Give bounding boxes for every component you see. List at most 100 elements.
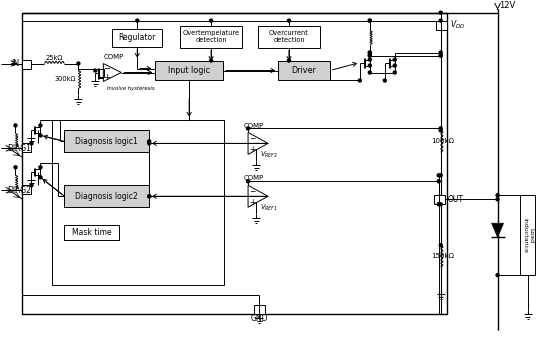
Circle shape xyxy=(439,129,442,132)
Circle shape xyxy=(94,69,97,72)
Circle shape xyxy=(439,19,442,22)
Circle shape xyxy=(148,140,151,143)
Text: +: + xyxy=(249,145,255,154)
Circle shape xyxy=(30,142,33,145)
Circle shape xyxy=(368,19,371,22)
Bar xyxy=(64,225,119,240)
Circle shape xyxy=(393,64,396,67)
Circle shape xyxy=(439,244,442,247)
Bar xyxy=(254,305,265,314)
Circle shape xyxy=(496,198,499,201)
Circle shape xyxy=(439,127,442,130)
Bar xyxy=(434,195,444,204)
Text: $V_{REF1}$: $V_{REF1}$ xyxy=(260,203,278,213)
Text: Regulator: Regulator xyxy=(119,33,156,42)
Text: GND: GND xyxy=(250,314,268,322)
Bar xyxy=(155,61,223,80)
Circle shape xyxy=(148,195,151,198)
Bar xyxy=(278,61,330,80)
Text: Input logic: Input logic xyxy=(168,66,210,75)
Bar xyxy=(436,21,447,29)
Text: Diagnosis logic2: Diagnosis logic2 xyxy=(75,192,138,201)
Circle shape xyxy=(496,274,499,277)
Text: COMP: COMP xyxy=(103,54,124,60)
Text: $V_{DD}$: $V_{DD}$ xyxy=(450,18,465,31)
Text: +: + xyxy=(103,73,110,82)
Circle shape xyxy=(39,176,42,179)
Bar xyxy=(52,120,224,285)
Circle shape xyxy=(393,71,396,74)
Circle shape xyxy=(437,174,440,177)
Circle shape xyxy=(393,58,396,61)
Circle shape xyxy=(439,51,442,54)
Circle shape xyxy=(136,19,139,22)
Circle shape xyxy=(368,54,371,57)
Text: 300kΩ: 300kΩ xyxy=(54,77,76,82)
Bar xyxy=(64,185,149,207)
Text: COMP: COMP xyxy=(244,175,265,181)
Circle shape xyxy=(148,195,151,198)
Text: 100kΩ: 100kΩ xyxy=(432,138,455,144)
Circle shape xyxy=(288,19,290,22)
Circle shape xyxy=(439,54,442,57)
Circle shape xyxy=(439,203,442,206)
Circle shape xyxy=(39,134,42,137)
Circle shape xyxy=(368,58,371,61)
Circle shape xyxy=(30,184,33,187)
Bar xyxy=(23,60,31,68)
Bar xyxy=(23,13,447,314)
Text: $V_{REF2}$: $V_{REF2}$ xyxy=(260,150,278,160)
Text: −: − xyxy=(249,187,255,196)
Circle shape xyxy=(246,127,250,130)
Circle shape xyxy=(439,11,442,14)
Text: Mask time: Mask time xyxy=(72,228,111,237)
Text: 25kΩ: 25kΩ xyxy=(46,55,63,61)
Text: Overtempelature
detection: Overtempelature detection xyxy=(183,30,240,43)
Bar xyxy=(258,26,320,47)
Text: −: − xyxy=(103,64,110,73)
Circle shape xyxy=(359,79,361,82)
Text: Overcurrent
detection: Overcurrent detection xyxy=(269,30,309,43)
Circle shape xyxy=(210,59,213,62)
Text: OUT: OUT xyxy=(448,195,464,204)
Circle shape xyxy=(383,79,386,82)
Circle shape xyxy=(496,194,499,197)
Bar xyxy=(23,185,31,194)
Bar xyxy=(520,195,536,275)
Text: Diagnosis logic1: Diagnosis logic1 xyxy=(75,137,138,146)
Text: −: − xyxy=(249,134,255,143)
Polygon shape xyxy=(248,185,268,207)
Text: 150kΩ: 150kΩ xyxy=(432,253,454,259)
Text: 12V: 12V xyxy=(499,1,516,10)
Circle shape xyxy=(368,54,371,57)
Circle shape xyxy=(39,166,42,169)
Polygon shape xyxy=(103,63,122,81)
Bar xyxy=(180,26,242,47)
Polygon shape xyxy=(492,223,504,237)
Circle shape xyxy=(368,51,371,54)
Circle shape xyxy=(368,19,371,22)
Bar xyxy=(64,131,149,152)
Circle shape xyxy=(437,203,440,206)
Bar xyxy=(112,28,162,46)
Circle shape xyxy=(368,51,371,54)
Circle shape xyxy=(14,166,17,169)
Circle shape xyxy=(246,180,250,183)
Circle shape xyxy=(77,62,80,65)
Circle shape xyxy=(368,64,371,67)
Polygon shape xyxy=(248,133,268,154)
Text: +: + xyxy=(249,198,255,207)
Text: DIAG1: DIAG1 xyxy=(8,144,31,153)
Text: IN: IN xyxy=(12,59,20,68)
Circle shape xyxy=(39,124,42,127)
Text: Involve hysteresis: Involve hysteresis xyxy=(107,86,155,91)
Circle shape xyxy=(368,71,371,74)
Text: Load
inductance: Load inductance xyxy=(522,218,533,253)
Circle shape xyxy=(439,174,442,177)
Text: DIAG2: DIAG2 xyxy=(8,186,31,195)
Circle shape xyxy=(148,142,151,145)
Bar xyxy=(23,143,31,152)
Circle shape xyxy=(288,59,290,62)
Circle shape xyxy=(14,124,17,127)
Text: Driver: Driver xyxy=(292,66,316,75)
